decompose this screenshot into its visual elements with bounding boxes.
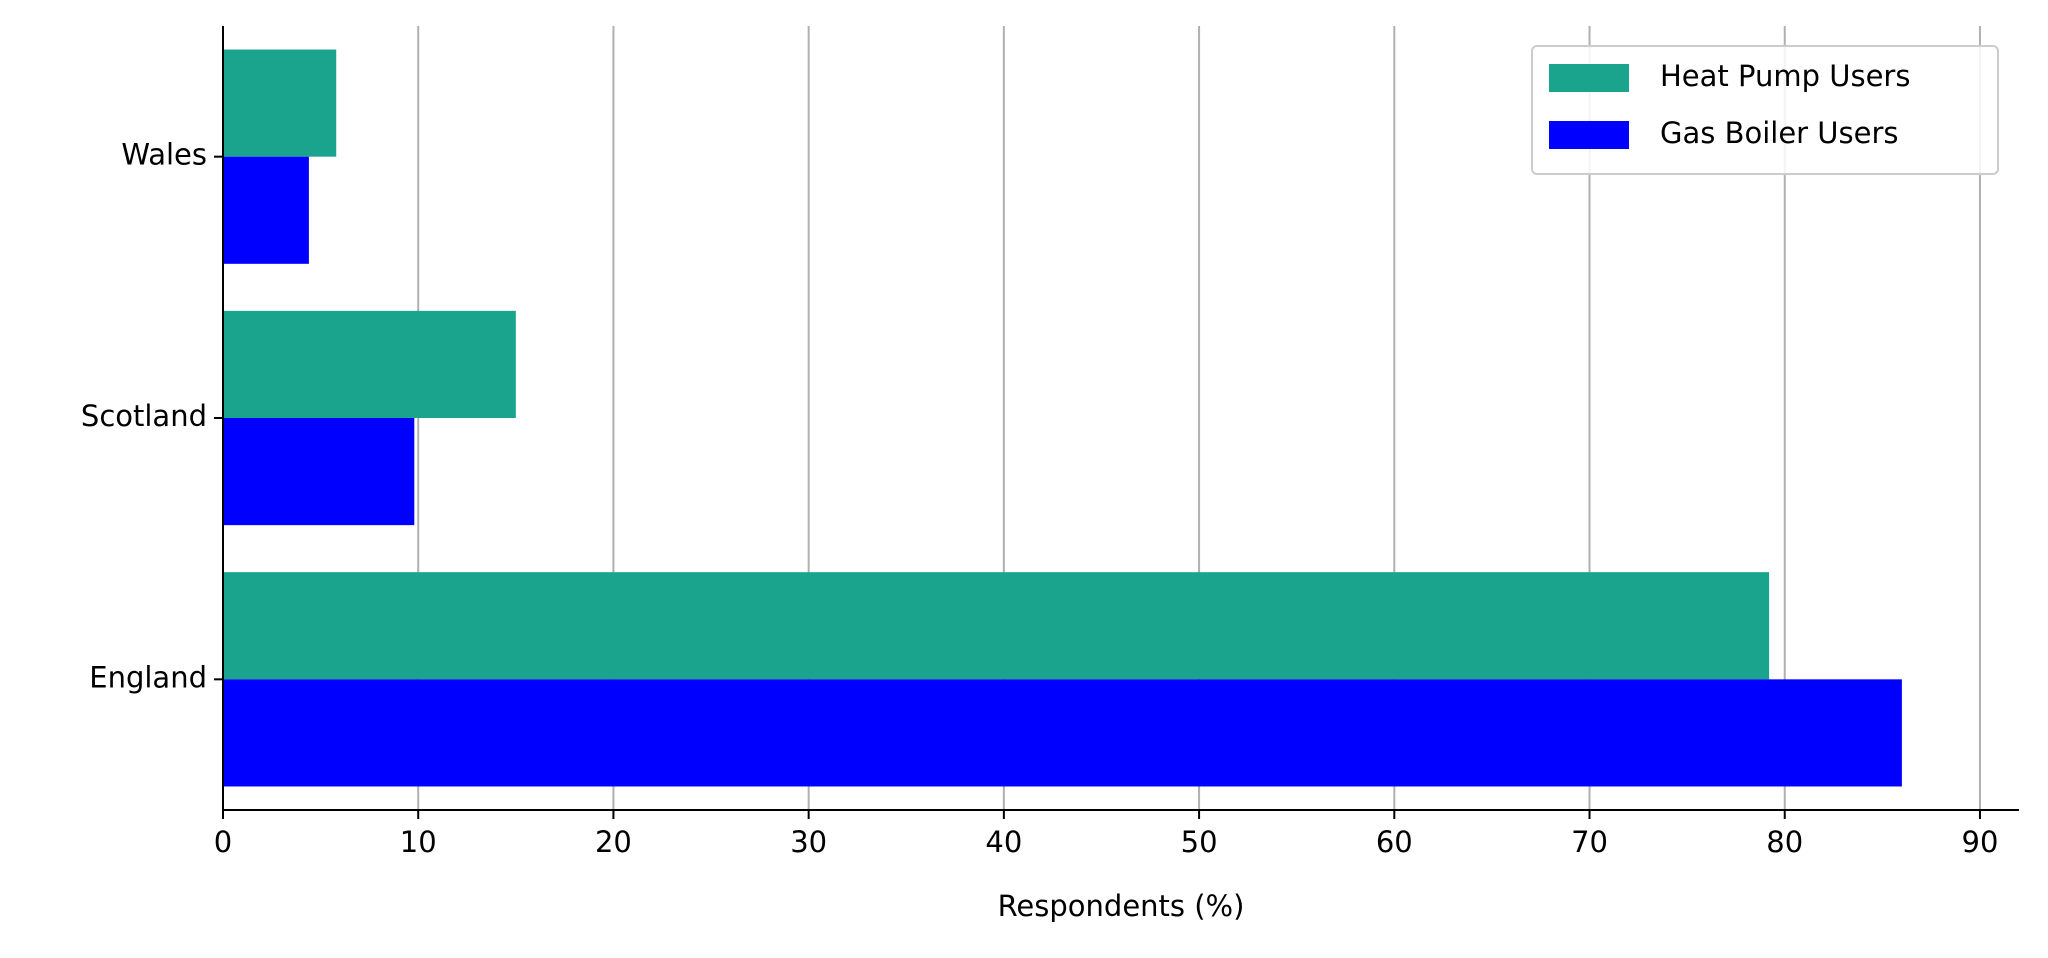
x-tick-label: 40 — [985, 825, 1022, 859]
y-tick-label: Wales — [121, 138, 207, 172]
x-tick-label: 70 — [1571, 825, 1608, 859]
bar — [223, 49, 337, 157]
legend-label: Gas Boiler Users — [1660, 116, 1899, 150]
bar — [223, 418, 415, 526]
x-tick-label: 30 — [790, 825, 827, 859]
x-tick-label: 50 — [1181, 825, 1218, 859]
bar — [223, 572, 1770, 680]
y-tick-label: Scotland — [81, 399, 207, 433]
bar — [223, 156, 309, 264]
legend-label: Heat Pump Users — [1660, 59, 1910, 93]
x-tick-label: 90 — [1962, 825, 1999, 859]
x-tick-label: 60 — [1376, 825, 1413, 859]
x-axis-label: Respondents (%) — [998, 889, 1245, 923]
bar — [223, 310, 516, 418]
x-tick-label: 0 — [214, 825, 232, 859]
y-tick-label: England — [89, 660, 207, 694]
legend-box — [1531, 45, 1999, 175]
x-tick-label: 80 — [1766, 825, 1803, 859]
x-tick-label: 10 — [400, 825, 437, 859]
legend-swatch — [1549, 64, 1629, 92]
x-tick-label: 20 — [595, 825, 632, 859]
bar — [223, 679, 1902, 787]
legend-swatch — [1549, 121, 1629, 149]
